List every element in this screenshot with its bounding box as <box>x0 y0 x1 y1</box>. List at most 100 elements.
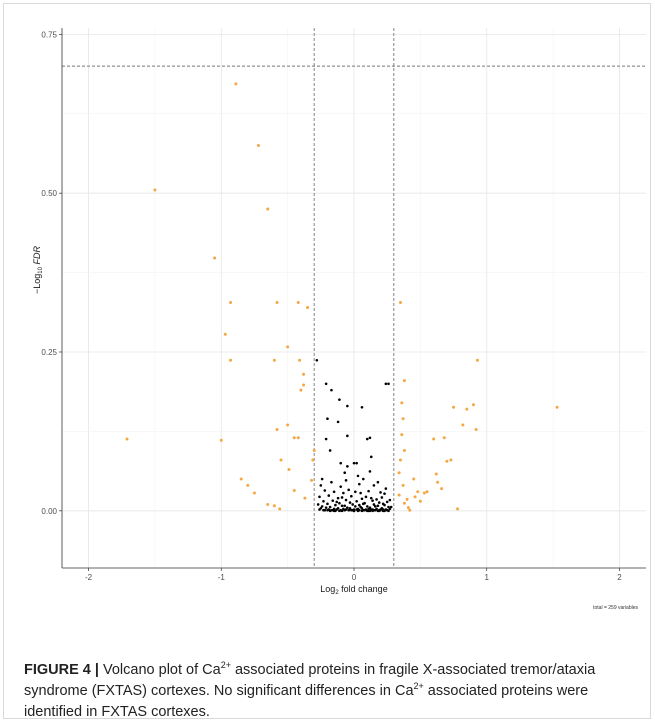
figure-label: FIGURE 4 | <box>24 662 99 678</box>
fold-change-point <box>272 358 276 362</box>
ns-point <box>346 465 349 468</box>
ns-point <box>364 495 368 499</box>
ns-point <box>358 482 361 486</box>
ns-point <box>324 437 328 441</box>
ns-point <box>343 504 347 508</box>
ns-point <box>384 487 388 490</box>
ns-point <box>376 504 380 508</box>
figure-caption: FIGURE 4 | Volcano plot of Ca2+ associat… <box>24 660 596 720</box>
x-tick-label: -1 <box>218 573 226 582</box>
ns-point <box>318 495 321 499</box>
fold-change-point <box>302 372 306 376</box>
grid-lines <box>62 28 646 568</box>
fold-change-point <box>397 493 401 497</box>
ns-point <box>387 382 390 386</box>
ns-point <box>383 492 386 495</box>
fold-change-point <box>275 300 279 304</box>
ns-point <box>369 496 373 500</box>
fold-change-point <box>256 144 260 148</box>
ns-point <box>330 388 333 392</box>
fold-change-point <box>292 436 296 440</box>
ns-point <box>361 502 365 506</box>
ns-point <box>347 508 350 512</box>
axes <box>59 28 646 571</box>
fold-change-point <box>299 388 303 392</box>
ns-point <box>322 499 325 503</box>
ns-point <box>320 477 324 481</box>
ns-point <box>358 503 361 507</box>
fold-change-point <box>272 504 276 508</box>
ns-point <box>365 505 369 508</box>
ns-point <box>356 474 360 478</box>
ns-point <box>342 491 345 495</box>
fold-change-point <box>296 436 300 440</box>
y-tick-label: 0.50 <box>41 189 57 198</box>
ns-point <box>336 496 340 500</box>
ns-point <box>340 509 344 513</box>
ns-point <box>376 480 380 484</box>
ns-point <box>360 497 364 501</box>
ns-point <box>324 382 328 386</box>
ns-point <box>322 508 325 512</box>
fold-change-point <box>223 332 227 336</box>
ns-point <box>383 503 386 507</box>
fold-change-point <box>436 480 440 484</box>
ns-point <box>367 507 370 511</box>
fold-change-point <box>229 358 233 362</box>
ns-point <box>335 500 339 504</box>
ns-point <box>379 491 382 494</box>
ns-point <box>375 498 378 501</box>
fold-change-point <box>312 448 316 452</box>
ns-point <box>348 501 352 504</box>
fold-change-point <box>303 496 307 500</box>
ns-point <box>371 499 374 502</box>
ns-point <box>343 508 347 512</box>
fold-change-point <box>219 438 223 442</box>
fold-change-point <box>418 499 422 503</box>
fold-change-point <box>452 405 456 409</box>
fold-change-point <box>278 507 282 511</box>
fold-change-point <box>408 508 412 512</box>
ns-point <box>388 498 392 502</box>
ns-point <box>332 509 336 513</box>
fold-change-point <box>310 478 314 482</box>
ns-point <box>377 501 381 504</box>
fold-change-point <box>398 458 402 462</box>
ns-point <box>361 477 365 481</box>
fold-change-point <box>287 468 291 472</box>
fold-change-point <box>555 405 559 409</box>
fold-change-point <box>471 403 475 407</box>
ns-point <box>368 470 372 473</box>
fold-change-point <box>400 401 404 405</box>
ns-point <box>316 503 320 506</box>
variable-count-footnote: total = 259 variables <box>593 605 638 611</box>
ns-point <box>344 498 348 502</box>
ns-point <box>338 398 341 401</box>
ns-point <box>372 484 376 487</box>
ns-point <box>340 496 344 499</box>
ns-point <box>346 434 349 438</box>
fold-change-point <box>461 423 465 427</box>
x-tick-label: 2 <box>617 573 622 582</box>
x-tick-label: -2 <box>85 573 93 582</box>
fold-change-point <box>405 497 409 501</box>
figure-frame <box>3 3 651 719</box>
fold-change-point <box>252 491 256 495</box>
data-points <box>125 82 559 513</box>
ns-point <box>359 491 362 495</box>
ns-point <box>338 501 341 505</box>
ns-point <box>387 509 390 513</box>
fold-change-point <box>440 487 444 491</box>
fold-change-point <box>286 345 290 349</box>
ns-point <box>350 494 353 498</box>
ns-point <box>368 509 372 513</box>
ns-point <box>330 480 333 484</box>
ns-point <box>372 503 376 506</box>
fold-change-point <box>445 459 449 463</box>
fold-change-point <box>474 428 478 432</box>
ns-point <box>336 420 340 424</box>
fold-change-point <box>234 82 238 86</box>
ns-point <box>348 506 352 510</box>
fold-change-point <box>434 472 438 476</box>
